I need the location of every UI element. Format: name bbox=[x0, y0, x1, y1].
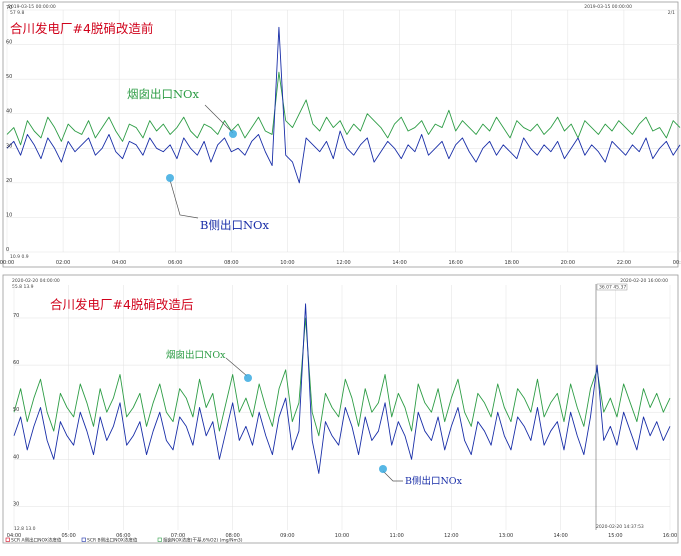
x-tick-label-1-12: 16:00 bbox=[663, 533, 677, 539]
x-tick-label-0-3: 06:00 bbox=[168, 260, 182, 266]
legend-swatch-b-side bbox=[81, 537, 86, 542]
panel-before-annotation-2: B侧出口NOx bbox=[200, 218, 269, 232]
x-tick-label-0-2: 04:00 bbox=[112, 260, 126, 266]
panel-after-value-box: 55.8 13.9 bbox=[12, 284, 34, 290]
x-tick-label-0-4: 08:00 bbox=[224, 260, 238, 266]
y-tick-label-0-7: 70 bbox=[6, 5, 12, 11]
x-tick-label-0-1: 02:00 bbox=[56, 260, 70, 266]
panel-after-series bbox=[13, 303, 671, 474]
panel-after-cursor-box bbox=[596, 283, 628, 291]
y-tick-label-0-5: 50 bbox=[6, 74, 12, 80]
series-line-1-0 bbox=[13, 317, 671, 437]
x-tick-label-1-1: 05:00 bbox=[61, 533, 75, 539]
legend-swatch-stack bbox=[157, 537, 162, 542]
y-tick-label-1-3: 60 bbox=[13, 360, 19, 366]
panel-after-grid bbox=[13, 285, 671, 530]
panel-after-cursor-label: 36.07 45.37 bbox=[599, 285, 626, 291]
x-tick-label-1-7: 11:00 bbox=[389, 533, 403, 539]
x-tick-label-0-7: 14:00 bbox=[392, 260, 406, 266]
panel-before-annotation-1: 烟囱出口NOx bbox=[127, 87, 199, 101]
x-tick-label-1-3: 07:00 bbox=[171, 533, 185, 539]
x-tick-label-0-8: 16:00 bbox=[448, 260, 462, 266]
panel-after-annotation-1: 烟囱出口NOx bbox=[166, 349, 226, 361]
panel-after-annotation-leader-2 bbox=[382, 470, 403, 482]
panel-after-annotation-leader-1 bbox=[225, 357, 248, 377]
legend-label-a-side: SCR A侧出口NOX浓度值 bbox=[11, 537, 62, 544]
panel-after-ticks: 04:00 05:00 06:00 07:00 08:00 09:00 10:00 11:00… bbox=[7, 313, 677, 539]
x-tick-label-1-4: 08:00 bbox=[225, 533, 239, 539]
x-tick-label-1-0: 04:00 bbox=[7, 533, 21, 539]
x-tick-label-0-11: 22:00 bbox=[617, 260, 631, 266]
x-tick-label-1-6: 10:00 bbox=[335, 533, 349, 539]
panel-before-frame bbox=[2, 1, 679, 268]
panel-after-bottom-left-label: 12.8 13.0 bbox=[14, 526, 36, 532]
x-tick-label-1-10: 14:00 bbox=[553, 533, 567, 539]
x-tick-label-1-9: 13:00 bbox=[499, 533, 513, 539]
y-tick-label-0-6: 60 bbox=[6, 40, 12, 46]
panel-after-annotation-marker-1 bbox=[244, 374, 252, 382]
y-tick-label-1-4: 70 bbox=[13, 313, 19, 319]
panel-after-bottom-right-label: 2020-02-20 14:37:53 bbox=[596, 524, 644, 530]
y-tick-label-0-2: 20 bbox=[6, 178, 12, 184]
panel-before-bottom-left-label: 10.9 0.9 bbox=[10, 254, 29, 260]
y-tick-label-0-1: 10 bbox=[6, 212, 12, 218]
panel-before-value-box: 57 9.8 bbox=[10, 10, 24, 16]
legend-label-b-side: SCR B侧出口NOX浓度值 bbox=[87, 537, 138, 544]
series-line-0-0 bbox=[6, 71, 681, 146]
y-tick-label-1-2: 50 bbox=[13, 407, 19, 413]
panel-after-annotation-marker-2 bbox=[379, 465, 387, 473]
panel-before-annotation-marker-2 bbox=[166, 174, 174, 182]
legend-swatch-a-side bbox=[5, 537, 10, 542]
panel-before-annotation-leader-1 bbox=[204, 104, 234, 134]
panel-before-corner-right: 2019-03-15 00:00:00 bbox=[584, 4, 632, 10]
panel-after-legend: SCR A侧出口NOX浓度值 SCR B侧出口NOX浓度值 烟囱NOX浓度(干基… bbox=[5, 537, 243, 544]
series-line-0-1 bbox=[6, 26, 681, 184]
x-tick-label-0-5: 10:00 bbox=[280, 260, 294, 266]
panel-after-corner-left: 2020-02-20 04:00:00 bbox=[12, 278, 60, 284]
x-tick-label-1-2: 06:00 bbox=[116, 533, 130, 539]
x-tick-label-0-9: 18:00 bbox=[505, 260, 519, 266]
panel-before-annotation-marker-1 bbox=[229, 130, 237, 138]
series-line-1-1 bbox=[13, 303, 671, 474]
panel-before-corner-right-small: 2/1 bbox=[668, 10, 675, 16]
panel-before-title: 合川发电厂#4脱硝改造前 bbox=[10, 21, 153, 36]
panel-after-corner-right: 2020-02-20 16:00:00 bbox=[620, 278, 668, 284]
x-tick-label-1-11: 15:00 bbox=[608, 533, 622, 539]
legend-label-stack: 烟囱NOX浓度(干基,6%O2) (mg/Nm3) bbox=[163, 537, 243, 544]
x-tick-label-1-5: 09:00 bbox=[280, 533, 294, 539]
x-tick-label-0-10: 20:00 bbox=[561, 260, 575, 266]
panel-before-annotation-leader-2 bbox=[169, 179, 199, 219]
x-tick-label-0-12: 00:00 bbox=[673, 260, 681, 266]
y-tick-label-1-0: 30 bbox=[13, 501, 19, 507]
y-tick-label-0-0: 0 bbox=[6, 247, 9, 253]
panel-before-series bbox=[6, 26, 681, 184]
panel-after-title: 合川发电厂#4脱硝改造后 bbox=[50, 297, 193, 312]
panel-after-annotation-2: B侧出口NOx bbox=[405, 475, 463, 487]
panel-before-grid bbox=[6, 9, 681, 253]
y-tick-label-0-4: 40 bbox=[6, 109, 12, 115]
x-tick-label-1-8: 12:00 bbox=[444, 533, 458, 539]
panel-before-ticks: 00:00 02:00 04:00 06:00 08:00 10:00 12:00 14:00… bbox=[0, 5, 681, 266]
x-tick-label-0-0: 00:00 bbox=[0, 260, 14, 266]
panel-before: 2019-03-15 00:00:00 2019-03-15 00:00:00 … bbox=[0, 1, 681, 268]
panel-after: 2020-02-20 04:00:00 2020-02-20 16:00:00 … bbox=[2, 274, 679, 544]
y-tick-label-1-1: 40 bbox=[13, 454, 19, 460]
x-tick-label-0-6: 12:00 bbox=[336, 260, 350, 266]
panel-before-corner-left: 2019-03-15 00:00:00 bbox=[8, 4, 56, 10]
y-tick-label-0-3: 30 bbox=[6, 143, 12, 149]
